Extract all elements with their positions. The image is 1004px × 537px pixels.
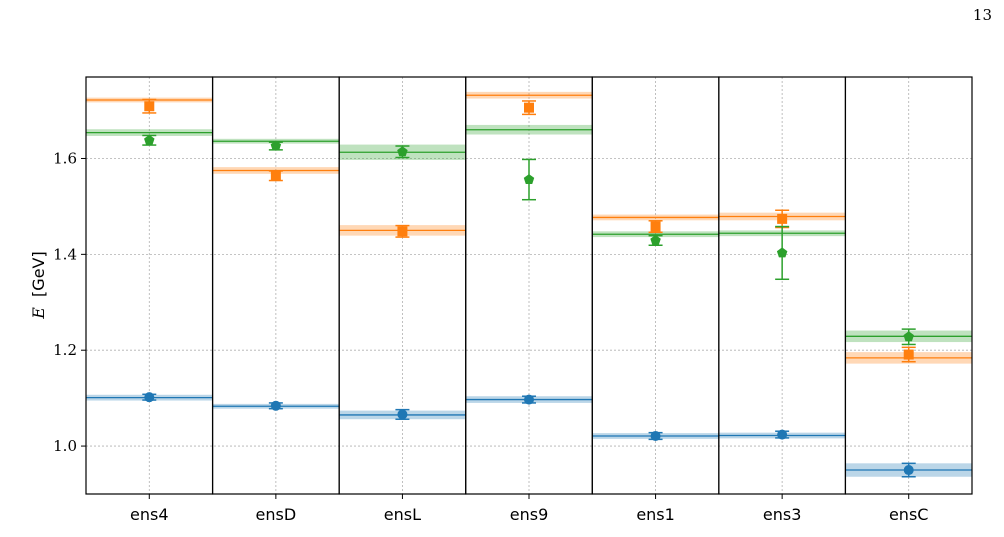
- data-point-circle: [397, 409, 408, 420]
- data-point-square: [397, 226, 408, 237]
- x-category-label: ens9: [510, 505, 549, 524]
- y-axis-unit: [GeV]: [29, 251, 48, 297]
- data-point-circle: [650, 431, 661, 442]
- data-point-circle: [270, 400, 281, 411]
- x-category-label: ens1: [636, 505, 675, 524]
- x-axis-ticks: ens4 ensD ensL ens9 ens1 ens3 ensC: [130, 494, 928, 524]
- y-tick-label: 1.2: [53, 341, 77, 359]
- page-number: 13: [972, 6, 992, 24]
- x-category-label: ens4: [130, 505, 169, 524]
- data-point-pentagon: [650, 234, 661, 245]
- y-tick-label: 1.0: [53, 437, 77, 455]
- data-point-pentagon: [270, 140, 282, 151]
- data-point-square: [270, 170, 281, 181]
- data-point-pentagon: [397, 146, 408, 157]
- data-point-circle: [524, 394, 534, 405]
- data-point-square: [650, 221, 661, 232]
- data-point-square: [524, 102, 534, 113]
- y-axis-ticks: 1.0 1.2 1.4 1.6: [53, 149, 86, 455]
- data-point-circle: [903, 465, 914, 476]
- x-category-label: ensL: [384, 505, 421, 524]
- x-category-label: ensC: [889, 505, 929, 524]
- data-point-pentagon: [903, 331, 914, 342]
- x-category-label: ens3: [763, 505, 802, 524]
- data-point-pentagon: [523, 174, 535, 185]
- y-axis-label: E [GeV]: [29, 251, 48, 319]
- data-point-square: [903, 349, 914, 360]
- data-point-square: [777, 213, 788, 224]
- y-tick-label: 1.6: [53, 149, 77, 167]
- data-point-circle: [144, 392, 155, 403]
- x-category-label: ensD: [256, 505, 297, 524]
- y-axis-variable: E: [29, 307, 48, 320]
- data-point-pentagon: [776, 247, 788, 258]
- data-point-pentagon: [144, 134, 155, 145]
- data-point-square: [144, 101, 155, 112]
- data-points: [142, 98, 916, 478]
- data-point-circle: [777, 429, 788, 440]
- y-tick-label: 1.4: [53, 245, 77, 263]
